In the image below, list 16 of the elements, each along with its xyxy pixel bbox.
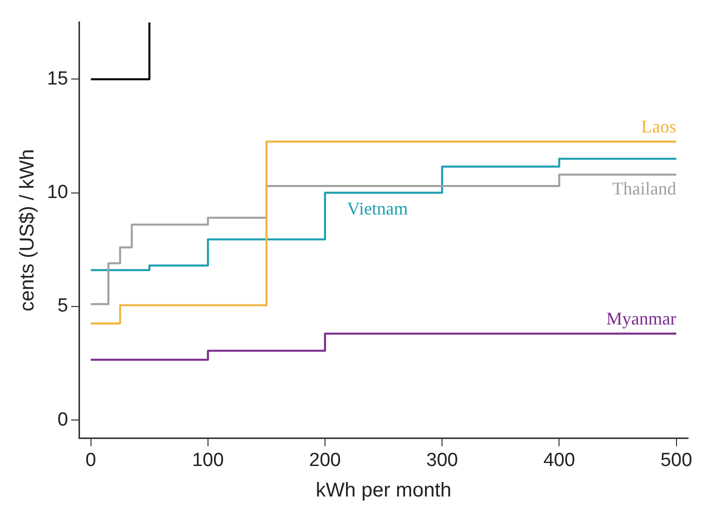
series-label: Myanmar: [606, 308, 676, 328]
series-label: Laos: [641, 116, 676, 136]
y-axis-title: cents (US$) / kWh: [16, 149, 39, 312]
x-tick-label: 500: [660, 450, 692, 471]
series-label: Vietnam: [347, 198, 408, 219]
x-tick-label: 100: [192, 450, 224, 471]
y-tick-label: 0: [58, 409, 68, 430]
x-tick-label: 400: [543, 450, 576, 471]
y-tick-label: 10: [46, 182, 68, 204]
series-label: Thailand: [612, 178, 676, 198]
y-tick-label: 5: [58, 296, 68, 317]
x-tick-label: 300: [426, 450, 458, 471]
x-tick-label: 200: [309, 450, 341, 471]
x-axis-title: kWh per month: [316, 480, 452, 502]
y-tick-label: 15: [46, 68, 68, 90]
x-tick-label: 0: [86, 450, 96, 471]
